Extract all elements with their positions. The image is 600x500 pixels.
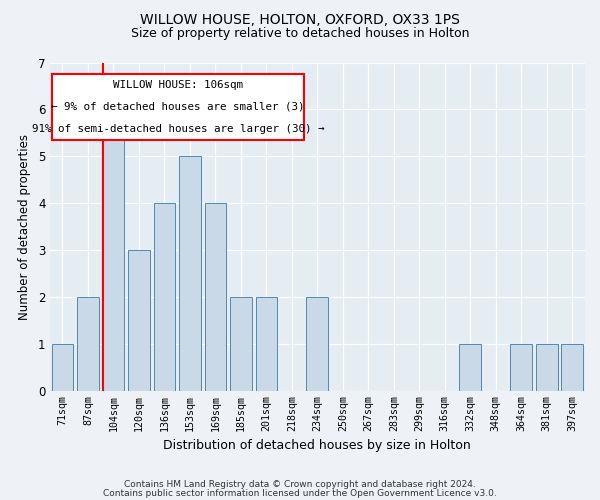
Text: WILLOW HOUSE: 106sqm: WILLOW HOUSE: 106sqm: [113, 80, 243, 90]
Bar: [154, 204, 175, 391]
Text: Contains public sector information licensed under the Open Government Licence v3: Contains public sector information licen…: [103, 489, 497, 498]
Text: ← 9% of detached houses are smaller (3): ← 9% of detached houses are smaller (3): [52, 102, 305, 112]
X-axis label: Distribution of detached houses by size in Holton: Distribution of detached houses by size …: [163, 440, 471, 452]
Bar: [256, 297, 277, 391]
FancyBboxPatch shape: [52, 74, 304, 140]
Bar: [52, 344, 73, 391]
Bar: [103, 110, 124, 391]
Text: Size of property relative to detached houses in Holton: Size of property relative to detached ho…: [131, 28, 469, 40]
Bar: [230, 297, 251, 391]
Bar: [205, 204, 226, 391]
Text: Contains HM Land Registry data © Crown copyright and database right 2024.: Contains HM Land Registry data © Crown c…: [124, 480, 476, 489]
Bar: [179, 156, 200, 391]
Text: 91% of semi-detached houses are larger (30) →: 91% of semi-detached houses are larger (…: [32, 124, 325, 134]
Bar: [128, 250, 150, 391]
Bar: [536, 344, 557, 391]
Y-axis label: Number of detached properties: Number of detached properties: [18, 134, 31, 320]
Bar: [511, 344, 532, 391]
Bar: [307, 297, 328, 391]
Bar: [77, 297, 99, 391]
Text: WILLOW HOUSE, HOLTON, OXFORD, OX33 1PS: WILLOW HOUSE, HOLTON, OXFORD, OX33 1PS: [140, 12, 460, 26]
Bar: [460, 344, 481, 391]
Bar: [562, 344, 583, 391]
